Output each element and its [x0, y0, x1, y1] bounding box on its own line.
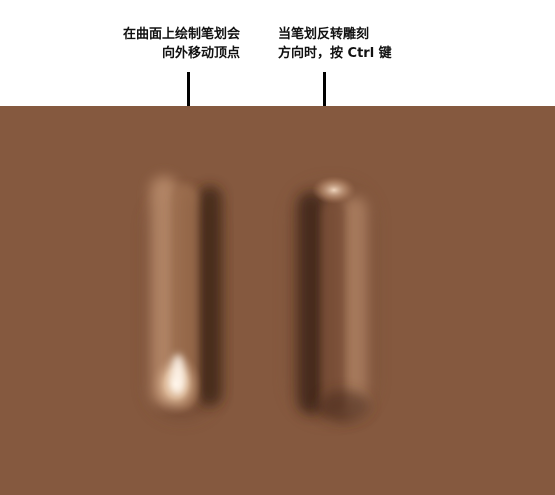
caption-sculpt-outward-line1: 在曲面上绘制笔划会	[122, 27, 240, 42]
caption-sculpt-inverted-line2: 方向时，按 Ctrl 键	[278, 46, 392, 61]
caption-sculpt-inverted: 当笔划反转雕刻 方向时，按 Ctrl 键	[278, 25, 392, 63]
surface-base	[0, 106, 555, 495]
caption-sculpt-outward: 在曲面上绘制笔划会 向外移动顶点	[123, 25, 240, 63]
sculpt-surface	[0, 106, 555, 495]
caption-sculpt-outward-line2: 向外移动顶点	[161, 46, 240, 61]
carved-stroke	[292, 176, 372, 422]
raised-stroke	[150, 176, 222, 416]
caption-sculpt-inverted-line1: 当笔划反转雕刻	[278, 27, 370, 42]
